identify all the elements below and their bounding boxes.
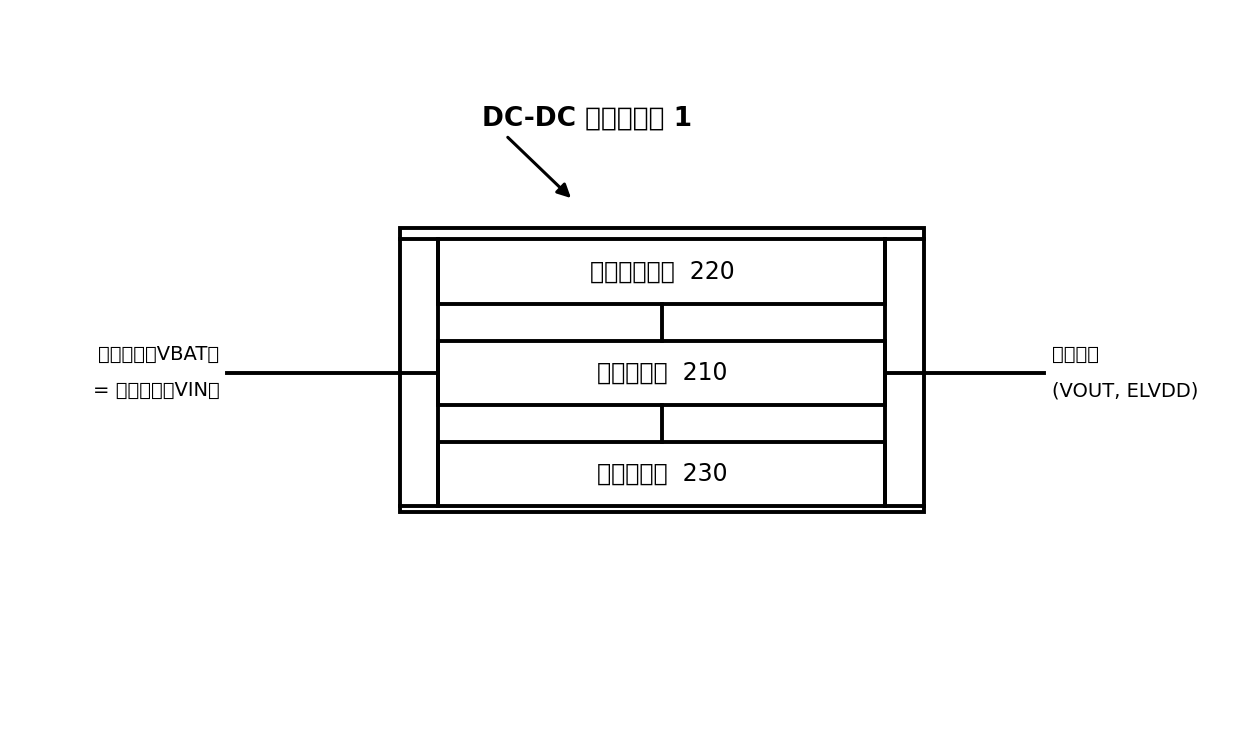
Bar [401, 228, 924, 512]
Text: 输出电压: 输出电压 [1052, 345, 1099, 364]
Text: (VOUT, ELVDD): (VOUT, ELVDD) [1052, 381, 1198, 400]
Text: 模式控制部  230: 模式控制部 230 [596, 462, 727, 486]
Bar [439, 239, 885, 304]
Text: = 输入电压（VIN）: = 输入电压（VIN） [93, 381, 219, 400]
Text: 电池电压（VBAT）: 电池电压（VBAT） [98, 345, 219, 364]
Text: DC-DC 升压变换器 1: DC-DC 升压变换器 1 [481, 106, 692, 131]
Bar [439, 340, 885, 405]
Bar [439, 442, 885, 507]
Text: 效率增强电路  220: 效率增强电路 220 [589, 260, 734, 284]
Text: 升压变换器  210: 升压变换器 210 [596, 361, 727, 385]
